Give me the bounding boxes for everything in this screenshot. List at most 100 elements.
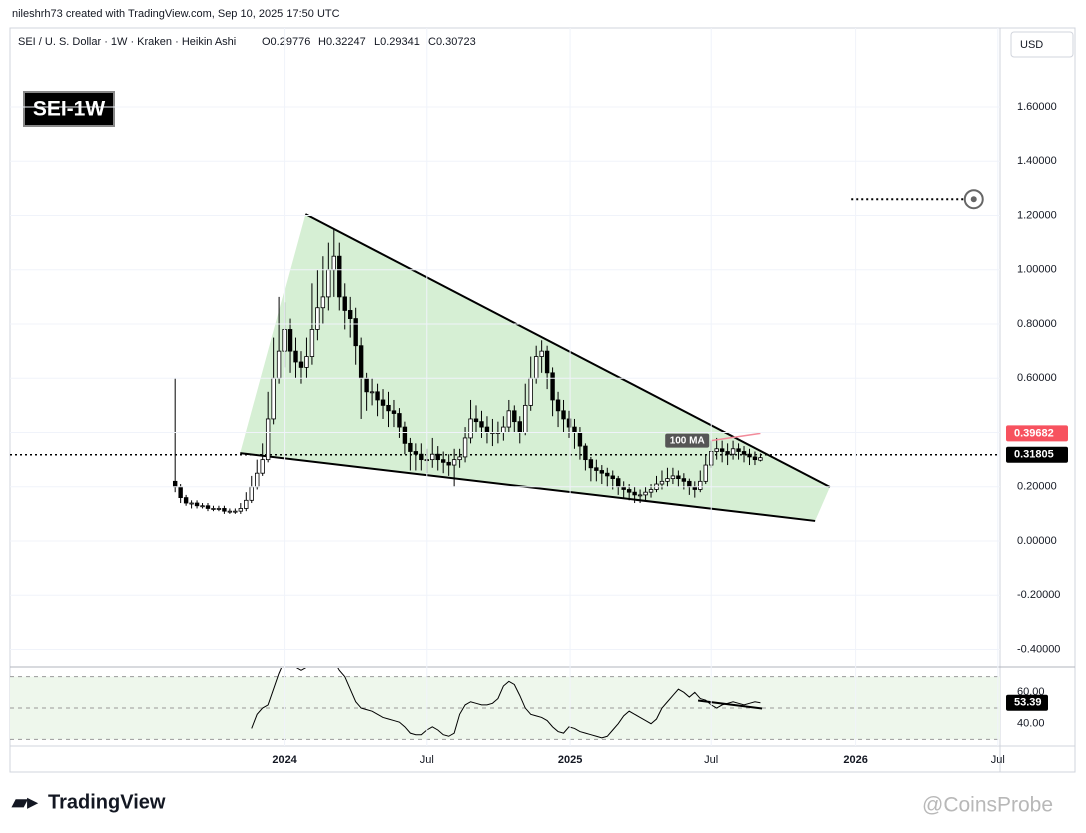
rsi-last-bg — [1006, 694, 1048, 711]
candle-body — [659, 480, 665, 485]
candle-body — [440, 459, 446, 463]
candle-body — [462, 437, 468, 458]
candle-body — [714, 448, 719, 452]
candle-body — [249, 486, 254, 501]
candle-body — [364, 377, 369, 393]
candle-body — [643, 491, 648, 496]
y-tick-label: 0.20000 — [1017, 481, 1057, 493]
candle-body — [342, 296, 347, 311]
candle-body — [506, 410, 512, 428]
candle-body — [544, 350, 550, 374]
watermark: @CoinsProbe — [922, 794, 1053, 817]
y-tick-label: 1.20000 — [1017, 209, 1057, 221]
target-dot — [970, 196, 977, 203]
candle-body — [588, 459, 594, 469]
rsi-last-label: 53.39 — [1014, 697, 1042, 709]
candle-body — [605, 472, 610, 477]
candle-body — [484, 426, 490, 433]
candle-body — [402, 426, 408, 444]
last-price-label: 0.31805 — [1014, 449, 1054, 461]
candle-body — [276, 350, 282, 379]
candle-body — [594, 467, 599, 471]
candle-body — [670, 475, 676, 480]
candle-body — [752, 456, 758, 461]
currency[interactable]: USD — [1020, 39, 1043, 51]
candle-body — [419, 453, 424, 461]
currency-button[interactable] — [1010, 31, 1074, 58]
candle-body — [555, 399, 561, 412]
candle-body — [255, 472, 260, 488]
rsi-divergence — [697, 699, 763, 710]
candle-body — [369, 391, 375, 394]
candle-body — [358, 345, 364, 379]
candle-body — [380, 399, 386, 406]
candle-body — [539, 350, 544, 357]
logo: TradingView — [48, 791, 166, 813]
ma-line — [711, 432, 761, 442]
y-tick-label: 0.60000 — [1017, 372, 1057, 384]
candle-body — [446, 461, 451, 466]
candle-body — [435, 453, 440, 461]
badge-box — [23, 91, 115, 127]
candle-body — [430, 453, 435, 461]
candle-body — [703, 464, 708, 482]
candle-body — [233, 510, 238, 513]
ohlc-open: O0.29776 — [262, 36, 310, 48]
candle-body — [698, 480, 703, 490]
candle-body — [315, 307, 320, 330]
candle-body — [512, 410, 517, 423]
candle-body — [260, 459, 265, 474]
badge: SEI-1W — [33, 98, 106, 121]
candle-body — [298, 361, 304, 368]
ohlc-close: C0.30723 — [428, 36, 476, 48]
rsi-tick-label: 40.00 — [1017, 718, 1045, 730]
candle-body — [216, 508, 222, 510]
ma-price-label: 0.39682 — [1014, 427, 1054, 439]
x-tick-label: 2025 — [558, 754, 582, 766]
x-tick-label: 2024 — [272, 754, 297, 766]
candle-body — [501, 426, 506, 433]
candle-body — [178, 486, 183, 499]
candle-body — [468, 418, 473, 439]
candle-body — [479, 421, 484, 428]
candle-body — [550, 372, 555, 401]
candle-body — [648, 489, 654, 493]
candle-body — [320, 296, 326, 309]
y-tick-label: 0.00000 — [1017, 535, 1057, 547]
candle-body — [227, 510, 233, 513]
candle-body — [326, 269, 331, 298]
candle-body — [244, 499, 249, 509]
y-tick-label: -0.40000 — [1017, 643, 1060, 655]
candle-body — [725, 451, 730, 455]
wedge-line — [304, 213, 831, 488]
candle-body — [451, 459, 457, 466]
candle-body — [730, 448, 736, 455]
candle-body — [676, 475, 681, 480]
candle-body — [517, 421, 522, 433]
candle-body — [736, 448, 741, 452]
candle-body — [637, 494, 643, 497]
candle-body — [610, 475, 615, 480]
candle-body — [211, 508, 216, 510]
candle-body — [200, 505, 205, 508]
y-tick-label: -0.20000 — [1017, 589, 1060, 601]
candle-body — [413, 451, 419, 455]
symbol: SEI / U. S. Dollar · 1W · Kraken · Heiki… — [18, 36, 236, 48]
candle-body — [719, 448, 725, 452]
y-tick-label: 1.40000 — [1017, 155, 1057, 167]
candle-body — [397, 413, 402, 428]
y-tick-label: 0.80000 — [1017, 318, 1057, 330]
candle-body — [337, 255, 342, 298]
x-tick-label: 2026 — [843, 754, 867, 766]
candle-body — [599, 470, 605, 474]
ma-name: 100 MA — [670, 435, 705, 446]
candle-body — [271, 377, 276, 420]
axes: 2024 Jul 2025 Jul 2026 Jul 1.60000 1.40000 1.200… — [10, 28, 1068, 766]
candle-body — [408, 442, 413, 452]
ohlc-high: H0.32247 — [318, 36, 366, 48]
candle-body — [238, 508, 244, 512]
candle-body — [523, 404, 528, 433]
x-tick-label: Jul — [704, 754, 718, 766]
